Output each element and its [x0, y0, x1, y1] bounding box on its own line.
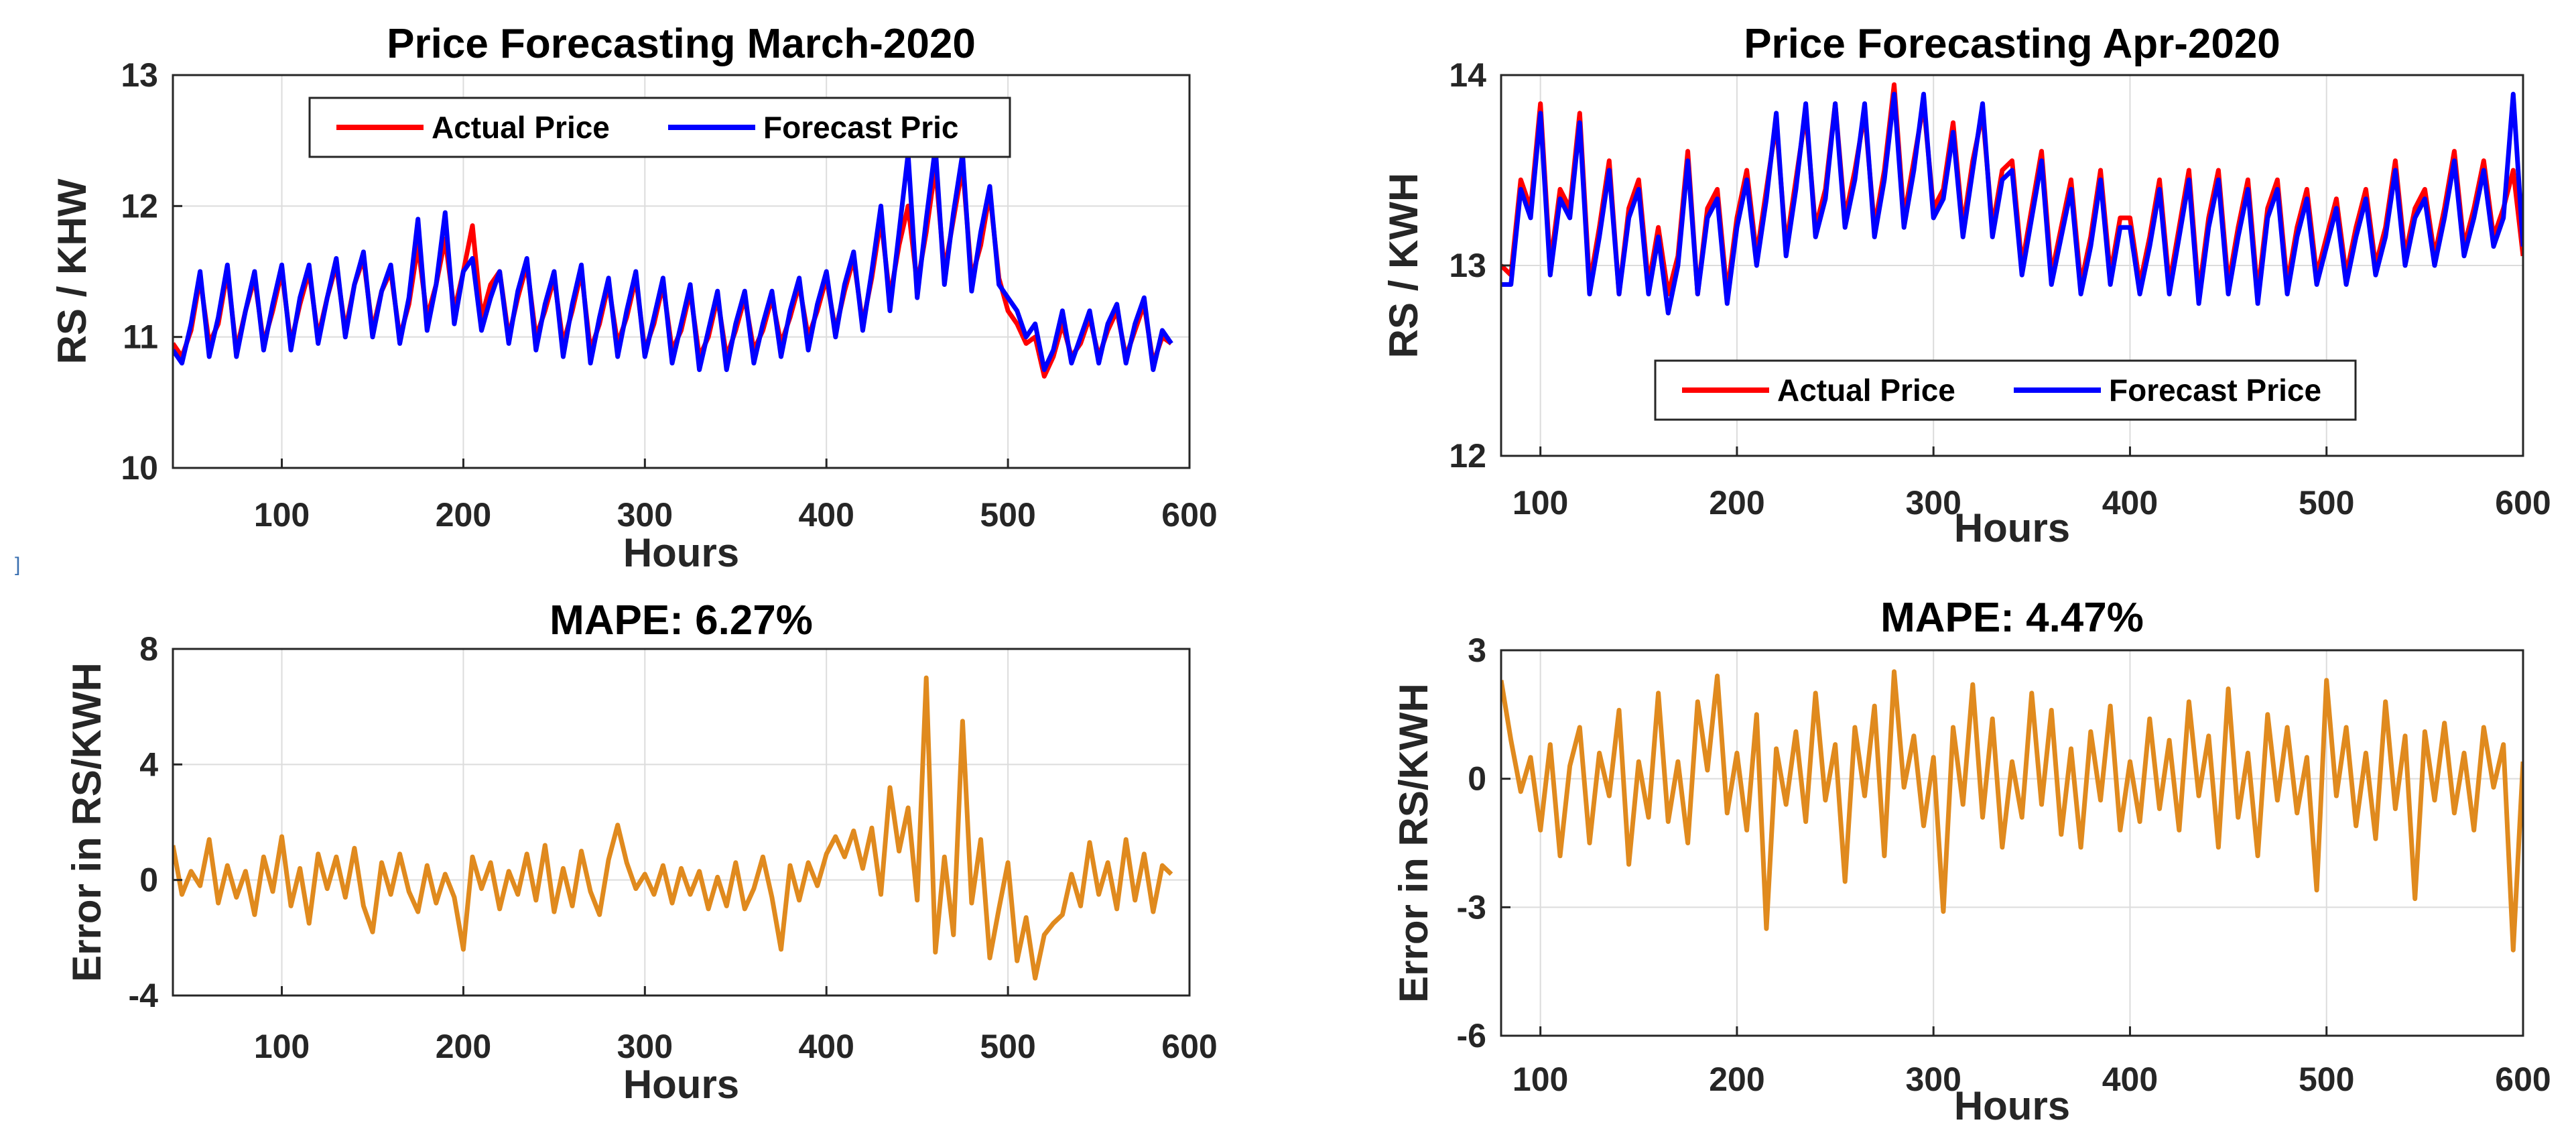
chart-p2: 100 200 300 400 500 600 12 13 14 Price Forecastin…	[1381, 21, 2551, 550]
x-tick-label: 500	[2299, 1061, 2354, 1098]
chart-title: MAPE: 6.27%	[550, 597, 813, 644]
y-tick-label: 4	[139, 745, 158, 783]
y-tick-label: 11	[123, 318, 158, 356]
x-tick-label: 200	[1709, 1061, 1764, 1098]
x-tick-label: 400	[798, 1028, 854, 1065]
x-tick-label: 300	[617, 1028, 673, 1065]
chart-title: MAPE: 4.47%	[1880, 595, 2144, 641]
y-axis-label: Error in RS/KWH	[64, 662, 109, 982]
y-tick-label: 8	[139, 630, 158, 668]
stray-marker: ]	[15, 554, 20, 576]
series-line-error	[1501, 669, 2523, 953]
x-tick-label: 600	[1161, 496, 1217, 534]
x-axis-label: Hours	[623, 530, 739, 575]
y-tick-label: 10	[121, 449, 158, 487]
x-tick-label: 400	[2102, 484, 2158, 522]
x-tick-label: 500	[2299, 484, 2354, 522]
y-tick-label: 12	[121, 187, 158, 225]
legend: Actual Price Forecast Pric	[308, 97, 1011, 158]
legend-label: Forecast Price	[2109, 373, 2321, 408]
legend-label: Actual Price	[1777, 373, 1955, 408]
x-tick-label: 400	[2102, 1061, 2158, 1098]
y-axis-label: RS / KHW	[50, 178, 94, 364]
series-line-forecast-price	[1501, 91, 2523, 316]
y-tick-label: -3	[1457, 888, 1486, 926]
x-tick-label: 100	[254, 496, 310, 534]
x-tick-label: 400	[798, 496, 854, 534]
plot-frame	[172, 648, 1191, 997]
series-line-error	[173, 675, 1173, 981]
legend-box	[308, 97, 1011, 158]
x-tick-label: 100	[254, 1028, 310, 1065]
x-axis-label: Hours	[1954, 505, 2070, 550]
x-tick-label: 300	[1905, 484, 1961, 522]
x-axis-label: Hours	[623, 1062, 739, 1107]
chart-p1: 100 200 300 400 500 600 10 11 12 13 Price Forecast…	[50, 21, 1218, 575]
y-tick-label: 3	[1468, 631, 1486, 669]
legend-box	[1654, 359, 2357, 421]
series-line-forecast-pric	[173, 144, 1173, 372]
plot-frame	[1500, 649, 2524, 1037]
y-axis-label: Error in RS/KWH	[1391, 683, 1436, 1003]
x-tick-label: 300	[617, 496, 673, 534]
x-tick-label: 500	[980, 1028, 1035, 1065]
x-tick-label: 200	[436, 496, 491, 534]
x-tick-label: 100	[1512, 484, 1568, 522]
x-axis-label: Hours	[1954, 1083, 2070, 1128]
y-tick-label: -4	[129, 977, 159, 1014]
y-tick-label: 12	[1449, 437, 1486, 475]
y-tick-label: -6	[1457, 1017, 1486, 1054]
x-tick-label: 600	[1161, 1028, 1217, 1065]
y-tick-label: 13	[1449, 247, 1486, 284]
chart-p3: 100 200 300 400 500 600 -4 0 4 8 MAPE: 6.27% Hours E…	[64, 597, 1218, 1107]
y-axis-label: RS / KWH	[1381, 173, 1426, 359]
legend-label: Actual Price	[432, 110, 610, 145]
y-tick-label: 0	[139, 861, 158, 899]
plot-frame	[172, 74, 1191, 469]
x-tick-label: 100	[1512, 1061, 1568, 1098]
x-tick-label: 300	[1905, 1061, 1961, 1098]
legend: Actual Price Forecast Price	[1654, 359, 2357, 421]
y-tick-label: 13	[121, 56, 158, 94]
x-tick-label: 600	[2495, 1061, 2551, 1098]
x-tick-label: 600	[2495, 484, 2551, 522]
y-tick-label: 0	[1468, 760, 1486, 798]
x-tick-label: 200	[436, 1028, 491, 1065]
x-tick-label: 200	[1709, 484, 1764, 522]
legend-label: Forecast Pric	[763, 110, 958, 145]
chart-title: Price Forecasting March-2020	[387, 21, 976, 67]
x-tick-label: 500	[980, 496, 1035, 534]
chart-p4: 100 200 300 400 500 600 -6 -3 0 3 MAPE: 4.47% Hours…	[1391, 595, 2551, 1128]
y-tick-label: 14	[1449, 56, 1486, 94]
chart-title: Price Forecasting Apr-2020	[1744, 21, 2280, 67]
